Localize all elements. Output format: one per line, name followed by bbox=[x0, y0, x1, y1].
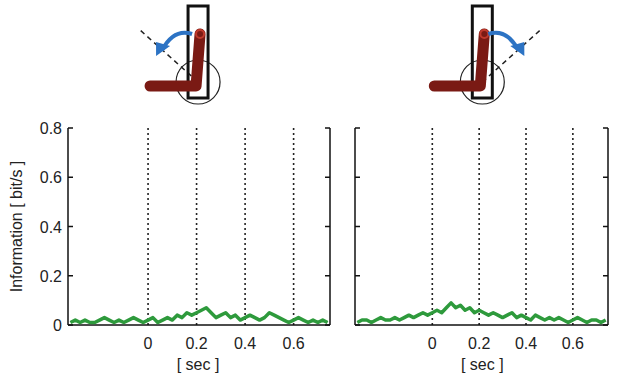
x-axis bbox=[355, 324, 608, 326]
y-tick-label: 0.2 bbox=[40, 268, 62, 285]
icon-joint bbox=[196, 30, 204, 38]
y-tick-label: 0 bbox=[53, 317, 62, 334]
x-tick-label: 0.6 bbox=[282, 335, 304, 352]
icon-arm bbox=[434, 34, 484, 86]
x-axis bbox=[68, 324, 330, 326]
top-edge bbox=[355, 128, 608, 129]
y-tick-label: 0.6 bbox=[40, 169, 62, 186]
grid-line bbox=[525, 128, 527, 325]
y-axis-title: Information [ bit/s ] bbox=[8, 161, 25, 293]
y-axis-right bbox=[329, 128, 331, 325]
icon-arrowhead bbox=[156, 42, 170, 56]
data-line bbox=[357, 303, 605, 323]
x-tick-label: 0 bbox=[428, 335, 437, 352]
top-edge bbox=[68, 128, 330, 129]
panel: 0 0.2 0.4 0.6 [ sec ] bbox=[355, 6, 608, 373]
figure: 0 0.2 0.4 0.6 0 0.2 0.4 0.6 0.8 [ sec ] Informatio… bbox=[0, 0, 619, 381]
arm-icon bbox=[434, 6, 540, 104]
y-axis bbox=[354, 128, 356, 325]
x-tick-label: 0.4 bbox=[515, 335, 537, 352]
x-tick-label: 0.2 bbox=[185, 335, 207, 352]
data-line bbox=[70, 308, 327, 323]
grid-line bbox=[478, 128, 480, 325]
grid-line bbox=[432, 128, 434, 325]
x-tick-label: 0 bbox=[144, 335, 153, 352]
icon-arrowhead bbox=[510, 42, 524, 56]
grid-line bbox=[244, 128, 246, 325]
panel: 0 0.2 0.4 0.6 0 0.2 0.4 0.6 0.8 [ sec ] Informatio… bbox=[8, 6, 330, 373]
x-axis-title: [ sec ] bbox=[461, 356, 504, 373]
y-tick-label: 0.8 bbox=[40, 120, 62, 137]
y-axis-right bbox=[607, 128, 609, 325]
arm-icon bbox=[140, 6, 220, 104]
y-tick-label: 0.4 bbox=[40, 219, 62, 236]
grid-line bbox=[147, 128, 149, 325]
x-tick-label: 0.6 bbox=[562, 335, 584, 352]
x-tick-label: 0.2 bbox=[468, 335, 490, 352]
plot-area bbox=[357, 303, 605, 323]
x-axis-title: [ sec ] bbox=[177, 356, 220, 373]
grid-line bbox=[196, 128, 198, 325]
icon-arm bbox=[150, 34, 200, 86]
grid-line bbox=[293, 128, 295, 325]
plot-area bbox=[70, 308, 327, 323]
x-tick-label: 0.4 bbox=[234, 335, 256, 352]
y-axis bbox=[67, 128, 69, 325]
grid-line bbox=[572, 128, 574, 325]
icon-joint bbox=[480, 30, 488, 38]
